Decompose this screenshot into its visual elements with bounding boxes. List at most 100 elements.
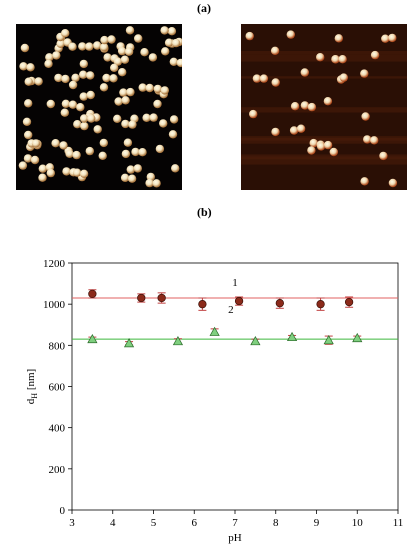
afm-particle bbox=[168, 130, 178, 139]
afm-particle bbox=[142, 113, 151, 123]
afm-particle bbox=[52, 51, 61, 60]
afm-particle bbox=[61, 99, 71, 109]
afm-particle bbox=[61, 74, 70, 84]
afm-particle bbox=[46, 99, 55, 109]
afm-particle bbox=[245, 31, 254, 41]
x-axis-label: pH bbox=[228, 532, 242, 544]
afm-particle bbox=[117, 46, 127, 56]
afm-particle bbox=[65, 149, 74, 158]
afm-particle bbox=[86, 71, 95, 80]
afm-particle bbox=[99, 138, 109, 148]
data-point-series-2 bbox=[250, 335, 261, 346]
afm-particle-image-right bbox=[241, 24, 407, 190]
afm-particle bbox=[98, 151, 107, 160]
afm-particle bbox=[86, 90, 95, 100]
afm-particle bbox=[80, 121, 89, 131]
afm-particle bbox=[76, 103, 85, 112]
afm-particle bbox=[159, 119, 168, 128]
afm-particle bbox=[103, 53, 112, 62]
series-label-2: 2 bbox=[228, 304, 234, 316]
y-tick-label: 200 bbox=[49, 464, 66, 476]
afm-particle bbox=[24, 130, 33, 140]
x-tick-label: 5 bbox=[151, 517, 157, 529]
x-tick-label: 11 bbox=[393, 517, 404, 529]
afm-particle bbox=[62, 167, 71, 176]
panel-label-a: (a) bbox=[197, 1, 211, 15]
afm-particle bbox=[127, 174, 137, 183]
afm-particle bbox=[121, 149, 131, 159]
afm-particle bbox=[164, 38, 174, 47]
data-point-series-1 bbox=[88, 289, 97, 299]
afm-scan-streak bbox=[241, 107, 407, 113]
afm-particle bbox=[24, 77, 33, 86]
afm-particle bbox=[26, 63, 35, 72]
afm-particle bbox=[123, 138, 133, 147]
afm-particle bbox=[171, 38, 181, 48]
afm-particle bbox=[145, 83, 154, 93]
afm-particle bbox=[316, 142, 326, 151]
afm-particle bbox=[99, 83, 109, 92]
afm-particle bbox=[22, 117, 32, 127]
afm-particle bbox=[379, 151, 388, 161]
data-point-series-2 bbox=[123, 338, 135, 348]
afm-particle bbox=[307, 146, 316, 155]
afm-particle bbox=[100, 35, 109, 45]
afm-particle bbox=[119, 88, 128, 97]
x-tick-label: 6 bbox=[192, 517, 198, 529]
afm-particle bbox=[79, 70, 88, 79]
data-point-series-1 bbox=[344, 297, 354, 307]
afm-particle bbox=[118, 68, 127, 77]
afm-particle bbox=[323, 97, 333, 106]
afm-particle bbox=[60, 108, 69, 117]
data-point-series-2 bbox=[352, 332, 363, 343]
afm-particle bbox=[149, 113, 158, 122]
afm-scan-streak bbox=[241, 51, 407, 55]
afm-particle bbox=[160, 26, 169, 35]
afm-particle bbox=[107, 35, 116, 44]
afm-particle bbox=[329, 147, 338, 157]
afm-particles-sparse bbox=[241, 30, 407, 188]
afm-particle bbox=[271, 78, 280, 87]
afm-particle bbox=[252, 74, 262, 83]
data-point-series-2 bbox=[323, 334, 334, 345]
afm-particle bbox=[126, 87, 135, 97]
afm-particle bbox=[79, 169, 89, 178]
afm-particle bbox=[176, 58, 182, 68]
afm-particle bbox=[51, 139, 60, 148]
afm-particle bbox=[68, 80, 78, 90]
afm-particle bbox=[270, 46, 280, 55]
afm-particle bbox=[80, 114, 89, 123]
afm-particle bbox=[323, 140, 333, 150]
afm-particle bbox=[61, 29, 70, 38]
afm-particle bbox=[131, 147, 140, 157]
afm-particle bbox=[100, 43, 109, 52]
afm-scan-streak bbox=[241, 157, 407, 165]
x-tick-label: 4 bbox=[110, 517, 116, 529]
afm-particle bbox=[363, 135, 372, 144]
afm-particle bbox=[161, 47, 170, 56]
y-tick-label: 1000 bbox=[43, 299, 66, 311]
afm-particle bbox=[78, 42, 87, 51]
afm-particle bbox=[110, 63, 119, 72]
panel-label-b: (b) bbox=[197, 205, 212, 219]
afm-particle bbox=[148, 53, 158, 62]
ph-size-chart: 3 4 5 6 7 8 9 10 11 0 200 400 600 800 1000 1200 pH dH [nm… bbox=[25, 258, 404, 544]
y-tick-label: 1200 bbox=[43, 258, 66, 270]
afm-particle bbox=[128, 120, 137, 129]
data-point-series-2 bbox=[209, 326, 220, 336]
y-tick-label: 600 bbox=[49, 382, 66, 394]
afm-particle bbox=[68, 100, 78, 109]
afm-particle bbox=[259, 74, 269, 83]
afm-particle bbox=[121, 96, 130, 105]
afm-particle bbox=[145, 178, 154, 188]
afm-particle bbox=[339, 73, 348, 82]
afm-particle bbox=[138, 83, 147, 92]
afm-particle bbox=[286, 30, 295, 39]
afm-particle bbox=[30, 155, 40, 165]
afm-particle bbox=[133, 164, 142, 173]
afm-particle bbox=[167, 27, 177, 36]
x-tick-label: 9 bbox=[314, 517, 320, 529]
afm-particle bbox=[388, 33, 397, 43]
afm-particle bbox=[160, 86, 169, 95]
afm-particle-image-left bbox=[16, 24, 182, 190]
